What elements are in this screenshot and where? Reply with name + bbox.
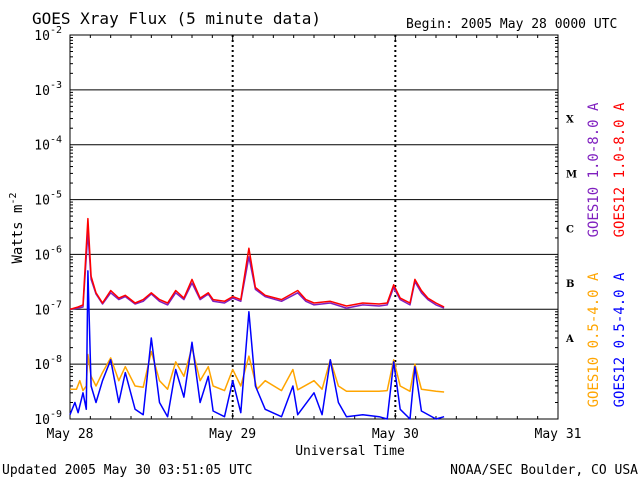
updated-timestamp: Updated 2005 May 30 03:51:05 UTC	[2, 463, 252, 478]
y-tick-label: 10-3	[34, 80, 62, 99]
legend-entry: GOES12 0.5-4.0 A	[612, 272, 628, 407]
y-tick-label: 10-2	[34, 25, 62, 44]
x-tick-label: May 31	[535, 427, 582, 442]
y-axis-ticks: 10-210-310-410-510-610-710-810-9	[34, 25, 558, 428]
legend: GOES10 1.0-8.0 A GOES12 1.0-8.0 A GOES10 0…	[586, 102, 628, 407]
y-tick-base: 10	[34, 84, 50, 99]
y-tick-exp: -2	[50, 25, 62, 36]
x-tick-label: May 28	[47, 427, 94, 442]
flare-class-labels: X M C B A	[565, 115, 577, 345]
flare-class-label: C	[566, 224, 574, 235]
y-tick-base: 10	[34, 139, 50, 154]
flare-class-label: B	[566, 279, 574, 290]
y-tick-label: 10-7	[34, 299, 62, 318]
series-line	[69, 217, 445, 311]
y-tick-exp: -6	[50, 244, 62, 255]
y-tick-exp: -7	[50, 299, 62, 310]
y-tick-label: 10-4	[34, 135, 62, 154]
flare-class-label: M	[566, 169, 577, 180]
legend-entry: GOES10 0.5-4.0 A	[586, 272, 602, 407]
y-tick-label: 10-6	[34, 244, 62, 263]
y-tick-base: 10	[34, 248, 50, 263]
y-axis-label-base: Watts m	[10, 205, 26, 264]
flare-class-label: X	[566, 115, 574, 126]
chart-title: GOES Xray Flux (5 minute data)	[32, 9, 321, 28]
y-tick-exp: -5	[50, 190, 62, 201]
series-line	[70, 346, 445, 393]
legend-entry: GOES12 1.0-8.0 A	[612, 102, 628, 237]
y-tick-exp: -8	[50, 354, 62, 365]
y-tick-base: 10	[34, 194, 50, 209]
y-tick-label: 10-9	[34, 409, 62, 428]
y-tick-exp: -4	[50, 135, 62, 146]
y-tick-exp: -3	[50, 80, 62, 91]
legend-entry: GOES10 1.0-8.0 A	[586, 102, 602, 237]
x-axis-ticks: May 28 May 29 May 30 May 31	[47, 35, 582, 442]
svg-text:Watts m-2: Watts m-2	[8, 192, 26, 263]
y-tick-base: 10	[34, 303, 50, 318]
y-tick-label: 10-8	[34, 354, 62, 373]
credit-label: NOAA/SEC Boulder, CO USA	[450, 463, 638, 478]
x-axis-label: Universal Time	[295, 444, 405, 459]
x-tick-label: May 29	[209, 427, 256, 442]
y-tick-base: 10	[34, 29, 50, 44]
y-tick-base: 10	[34, 413, 50, 428]
series-line	[69, 231, 445, 311]
y-tick-label: 10-5	[34, 190, 62, 209]
begin-label: Begin: 2005 May 28 0000 UTC	[406, 17, 617, 32]
flare-class-label: A	[565, 334, 574, 345]
series-line	[69, 270, 445, 420]
y-axis-label: Watts m-2	[8, 192, 26, 263]
series-lines	[69, 217, 445, 420]
plot-frame	[69, 34, 559, 420]
y-axis-label-exp: -2	[8, 192, 19, 204]
x-tick-label: May 30	[372, 427, 419, 442]
grid	[70, 35, 558, 419]
y-tick-exp: -9	[50, 409, 62, 420]
y-tick-base: 10	[34, 358, 50, 373]
